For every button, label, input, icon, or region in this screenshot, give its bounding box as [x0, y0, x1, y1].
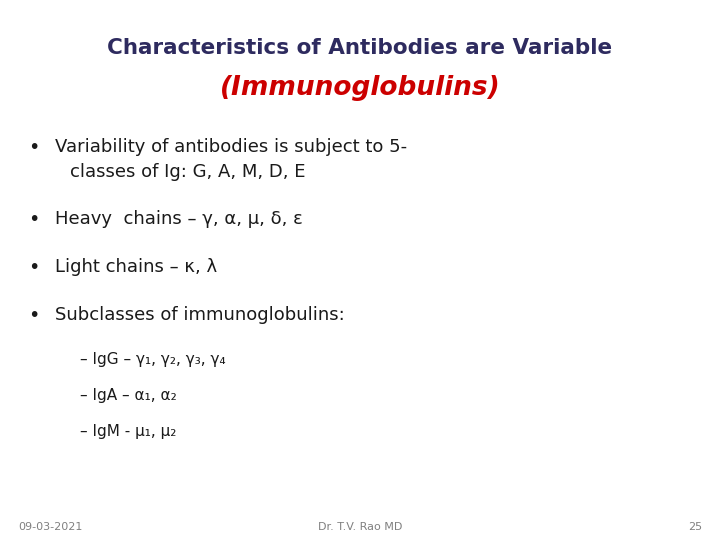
Text: Dr. T.V. Rao MD: Dr. T.V. Rao MD [318, 522, 402, 532]
Text: Light chains – κ, λ: Light chains – κ, λ [55, 258, 217, 276]
Text: •: • [28, 306, 40, 325]
Text: (Immunoglobulins): (Immunoglobulins) [220, 75, 500, 101]
Text: – IgG – γ₁, γ₂, γ₃, γ₄: – IgG – γ₁, γ₂, γ₃, γ₄ [80, 352, 225, 367]
Text: •: • [28, 210, 40, 229]
Text: •: • [28, 138, 40, 157]
Text: Variability of antibodies is subject to 5-: Variability of antibodies is subject to … [55, 138, 407, 156]
Text: 09-03-2021: 09-03-2021 [18, 522, 82, 532]
Text: – IgA – α₁, α₂: – IgA – α₁, α₂ [80, 388, 176, 403]
Text: 25: 25 [688, 522, 702, 532]
Text: Characteristics of Antibodies are Variable: Characteristics of Antibodies are Variab… [107, 38, 613, 58]
Text: Heavy  chains – γ, α, μ, δ, ε: Heavy chains – γ, α, μ, δ, ε [55, 210, 302, 228]
Text: classes of Ig: G, A, M, D, E: classes of Ig: G, A, M, D, E [70, 163, 305, 181]
Text: – IgM - μ₁, μ₂: – IgM - μ₁, μ₂ [80, 424, 176, 439]
Text: Subclasses of immunoglobulins:: Subclasses of immunoglobulins: [55, 306, 345, 324]
Text: •: • [28, 258, 40, 277]
